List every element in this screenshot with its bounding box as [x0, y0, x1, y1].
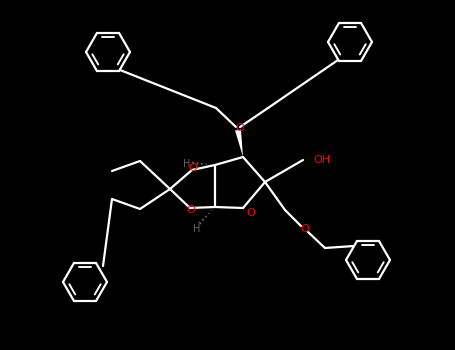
Text: O: O — [189, 163, 197, 173]
Text: OH: OH — [313, 155, 330, 165]
Polygon shape — [235, 130, 243, 157]
Text: O: O — [187, 205, 195, 215]
Text: H: H — [183, 159, 191, 169]
Text: H: H — [193, 224, 201, 234]
Text: O: O — [301, 224, 309, 234]
Text: O: O — [247, 208, 255, 218]
Text: O: O — [236, 123, 244, 133]
